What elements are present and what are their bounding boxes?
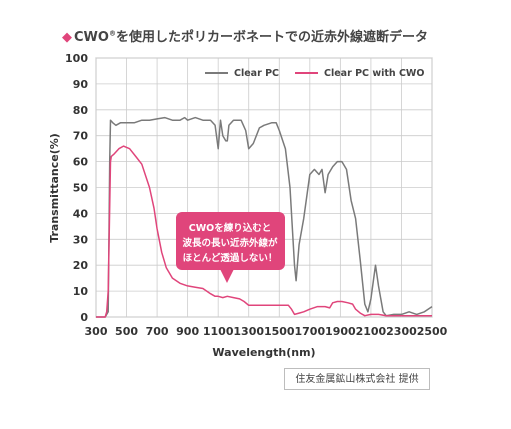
x-tick-label: 2300 — [386, 325, 417, 338]
legend-label-clear-pc: Clear PC — [234, 68, 279, 79]
y-tick-label: 20 — [73, 259, 89, 272]
y-tick-label: 100 — [65, 52, 88, 65]
title-prefix: CWO — [74, 30, 109, 45]
callout-bubble: CWOを練り込むと 波長の長い近赤外線が ほとんど透過しない！ — [176, 212, 285, 283]
y-tick-label: 40 — [73, 207, 89, 220]
y-tick-label: 60 — [73, 156, 89, 169]
y-tick-labels: 0 10 20 30 40 50 60 70 80 90 100 — [65, 52, 88, 324]
y-axis-label: Transmittance(%) — [48, 133, 61, 243]
y-tick-label: 80 — [73, 104, 89, 117]
x-tick-label: 2500 — [417, 325, 448, 338]
series-lines — [96, 116, 433, 318]
credit-box: 住友金属鉱山株式会社 提供 — [284, 368, 430, 390]
diamond-icon: ◆ — [62, 30, 72, 45]
x-tick-label: 2100 — [356, 325, 387, 338]
x-axis-label: Wavelength(nm) — [212, 346, 315, 359]
x-tick-label: 500 — [115, 325, 138, 338]
callout-line-2: 波長の長い近赤外線が — [182, 237, 278, 249]
x-tick-label: 1900 — [325, 325, 356, 338]
x-tick-label: 1700 — [295, 325, 326, 338]
callout-line-3: ほとんど透過しない！ — [183, 252, 278, 264]
registered-mark: ® — [108, 29, 116, 38]
x-tick-label: 700 — [146, 325, 169, 338]
series-line-clear-pc — [96, 116, 433, 318]
y-tick-label: 10 — [73, 285, 89, 298]
title-rest: を使用したポリカーボネートでの近赤外線遮断データ — [115, 30, 428, 45]
x-tick-label: 900 — [176, 325, 199, 338]
y-tick-label: 50 — [73, 182, 89, 195]
series-line-cwo — [96, 145, 432, 318]
x-tick-label: 1300 — [233, 325, 264, 338]
x-tick-label: 1100 — [203, 325, 234, 338]
x-tick-labels: 300 500 700 900 1100 1300 1500 1700 1900 2100 2300… — [85, 325, 448, 338]
x-tick-label: 1500 — [264, 325, 295, 338]
grid-lines — [95, 57, 433, 318]
callout-line-1: CWOを練り込むと — [189, 222, 272, 234]
chart-title: ◆ CWO®を使用したポリカーボネートでの近赤外線遮断データ — [62, 26, 428, 45]
y-tick-label: 0 — [80, 311, 88, 324]
y-tick-label: 90 — [73, 78, 89, 91]
x-tick-label: 300 — [85, 325, 108, 338]
legend-label-cwo: Clear PC with CWO — [324, 68, 425, 79]
y-tick-label: 30 — [73, 233, 89, 246]
y-tick-label: 70 — [73, 130, 89, 143]
